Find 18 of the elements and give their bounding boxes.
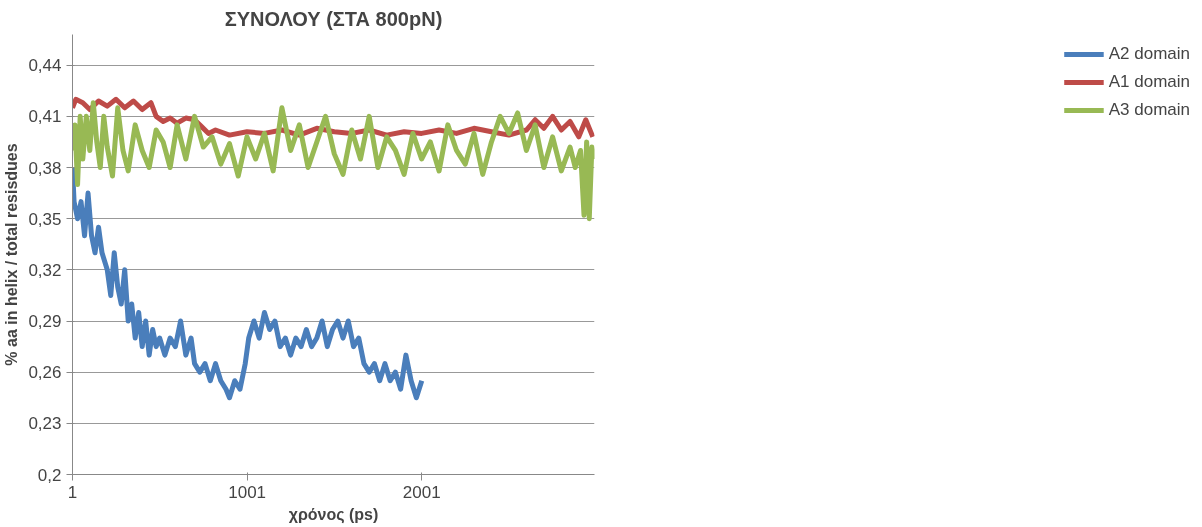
y-tick-label: 0,29 — [28, 312, 62, 332]
chart-title: ΣΥΝΟΛΟΥ (ΣΤΑ 800pN) — [224, 7, 443, 30]
y-tick-label: 0,38 — [28, 158, 62, 178]
legend-label: A1 domain — [1108, 72, 1190, 92]
y-axis-title: % aa in helix / total resisdues — [3, 143, 21, 366]
legend-label: A2 domain — [1108, 44, 1190, 64]
y-tick-label: 0,26 — [28, 363, 62, 383]
y-tick-label: 0,44 — [28, 56, 62, 76]
y-tick-label: 0,35 — [28, 209, 62, 229]
x-axis-title: χρόνος (ps) — [288, 505, 379, 524]
y-tick-label: 0,32 — [28, 260, 62, 280]
x-tick-label: 1 — [67, 482, 78, 502]
y-tick-label: 0,23 — [28, 414, 62, 434]
legend-label: A3 domain — [1108, 100, 1190, 120]
x-tick-label: 2001 — [402, 482, 441, 502]
y-tick-label: 0,41 — [28, 107, 62, 127]
x-tick-label: 1001 — [228, 482, 267, 502]
y-tick-label: 0,2 — [37, 465, 62, 485]
